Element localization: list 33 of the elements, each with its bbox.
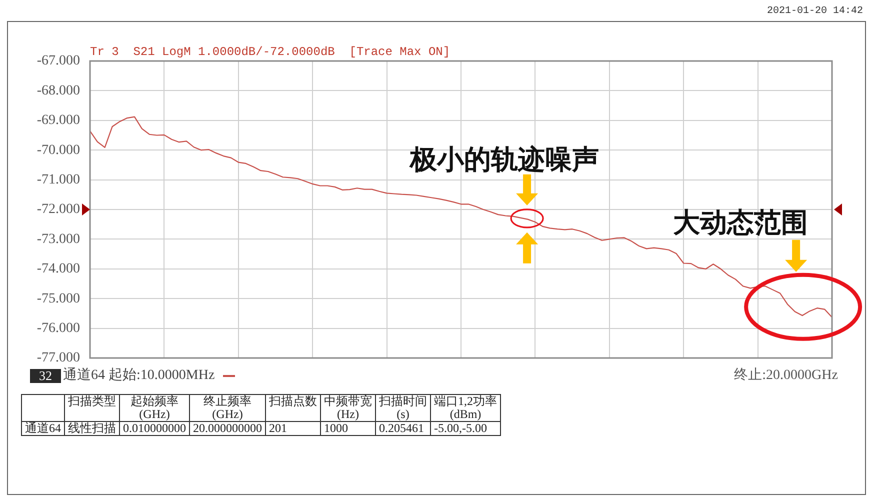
text: 通道64 起始:10.0000MHz — [63, 368, 215, 383]
text: 0.205461 — [376, 421, 430, 436]
text: 201 — [266, 421, 320, 436]
text: 20.000000000 — [190, 421, 266, 436]
y-tick-label: -75.000 — [36, 291, 80, 306]
y-tick-label: -74.000 — [36, 262, 80, 277]
y-tick-label: -68.000 — [36, 83, 80, 98]
text: 2021-01-20 14:42 — [766, 6, 863, 17]
y-tick-label: -73.000 — [36, 232, 80, 247]
text: 通道64 — [22, 421, 64, 436]
y-tick-label: -71.000 — [36, 172, 80, 188]
text: 0.010000000 — [120, 421, 190, 436]
annotation: 大动态范围 — [673, 207, 808, 238]
chart-title: Tr 3 S21 LogM 1.0000dB/-72.0000dB [Trace Max ON] — [90, 45, 450, 60]
y-tick-label: -69.000 — [36, 113, 80, 128]
y-tick-label: -72.000 — [36, 202, 80, 218]
y-tick-label: -67.000 — [36, 54, 80, 69]
text: 终止:20.0000GHz — [734, 368, 838, 383]
text: 线性扫描 — [64, 421, 120, 436]
text: 扫描类型 — [64, 394, 120, 422]
text: 1000 — [320, 421, 376, 436]
text: 中频带宽 (Hz) — [320, 394, 376, 422]
annotation: 极小的轨迹噪声 — [410, 144, 600, 176]
text: 扫描点数 — [266, 394, 320, 422]
text: 扫描时间 (s) — [376, 394, 430, 422]
y-tick-label: -77.000 — [36, 350, 80, 366]
y-tick-label: -70.000 — [36, 142, 80, 158]
text: 终止频率 (GHz) — [190, 394, 266, 422]
text: -5.00,-5.00 — [430, 421, 500, 436]
y-tick-label: -76.000 — [36, 320, 80, 336]
text: 32 — [30, 368, 61, 383]
text: 端口1,2功率 (dBm) — [430, 394, 500, 422]
text: 起始频率 (GHz) — [120, 394, 190, 422]
